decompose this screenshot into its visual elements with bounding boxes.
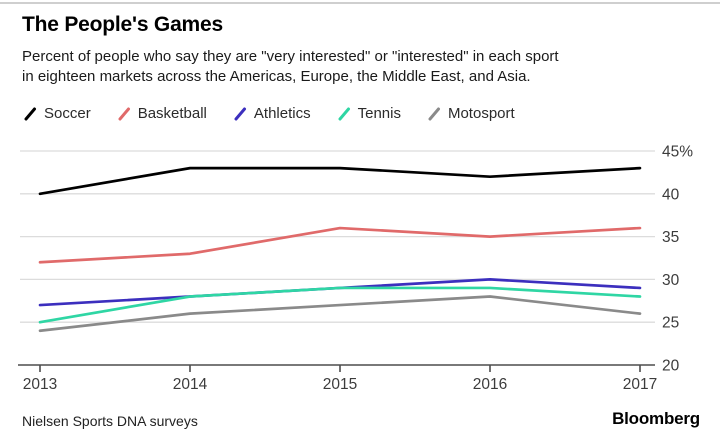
x-tick-label-2014: 2014 <box>173 376 208 393</box>
legend-label-tennis: Tennis <box>357 105 401 122</box>
chart-subtitle: Percent of people who say they are "very… <box>22 47 559 86</box>
source-note: Nielsen Sports DNA surveys <box>22 413 198 429</box>
x-tick-label-2017: 2017 <box>623 376 657 393</box>
legend-marker-tennis-icon <box>338 107 350 120</box>
bloomberg-logo: Bloomberg <box>612 409 700 428</box>
legend-label-soccer: Soccer <box>44 105 91 122</box>
chart-line-tennis <box>38 286 642 324</box>
legend-marker-athletics-icon <box>234 107 246 120</box>
chart-line-motosport <box>38 295 642 333</box>
page-title: The People's Games <box>22 13 223 36</box>
y-tick-label-45: 45% <box>662 144 693 161</box>
legend-label-motosport: Motosport <box>447 105 515 122</box>
legend-marker-basketball-icon <box>118 107 130 120</box>
legend-label-athletics: Athletics <box>253 105 311 122</box>
chart-subtitle-line1: Percent of people who say they are "very… <box>22 48 559 65</box>
chart-subtitle-line2: in eighteen markets across the Americas,… <box>22 67 531 85</box>
top-border <box>0 2 720 4</box>
y-tick-label-25: 25 <box>662 315 679 332</box>
legend-marker-soccer-icon <box>24 107 36 120</box>
y-tick-label-40: 40 <box>662 186 680 203</box>
x-tick-label-2013: 2013 <box>23 376 57 393</box>
x-tick-label-2016: 2016 <box>473 376 507 393</box>
y-tick-label-35: 35 <box>662 229 679 246</box>
chart-legend: Soccer Basketball Athletics Tennis Motosport <box>24 105 515 122</box>
legend-item-athletics: Athletics <box>234 105 311 122</box>
chart-line-soccer <box>38 166 642 196</box>
legend-marker-motosport-icon <box>428 107 440 120</box>
y-tick-label-20: 20 <box>662 358 680 375</box>
legend-item-basketball: Basketball <box>118 105 207 122</box>
legend-item-motosport: Motosport <box>428 105 515 122</box>
legend-item-soccer: Soccer <box>24 105 91 122</box>
y-tick-label-30: 30 <box>662 272 680 289</box>
legend-item-tennis: Tennis <box>338 105 401 122</box>
legend-label-basketball: Basketball <box>137 105 207 122</box>
chart-line-basketball <box>38 226 642 264</box>
x-tick-label-2015: 2015 <box>323 376 357 393</box>
